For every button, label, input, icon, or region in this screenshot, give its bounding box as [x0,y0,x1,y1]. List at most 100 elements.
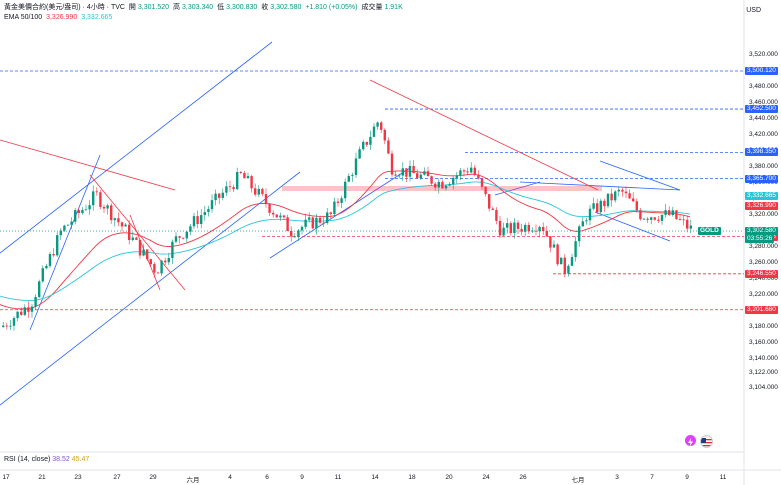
candle-body [372,126,376,137]
ema-label: EMA 50/100 [4,14,43,21]
candle-body [549,236,552,248]
volume-label: 成交量 [361,4,383,11]
candle-body [556,244,559,265]
candle-body [120,222,124,227]
trend-line [29,154,101,331]
candle-body [322,222,325,224]
candle-body [308,217,311,220]
candle-body [77,210,80,214]
trend-line [594,211,671,242]
candle-body [48,254,52,266]
candle-body [156,272,160,274]
candle-body [117,218,120,223]
candle-body [52,254,55,256]
candle-body [520,228,523,232]
candle-body [286,217,289,232]
price-tick: 3,280.000 [749,243,778,251]
price-tick: 3,240.000 [749,275,778,283]
candle-body [675,210,678,220]
candle-body [678,219,682,220]
candle-body [160,260,163,274]
candle-body [362,141,365,150]
rsi-value-1: 38.52 [52,456,70,463]
currency-label[interactable]: USD [746,7,761,14]
candle-body [459,170,462,176]
time-tick: 26 [519,474,527,481]
candle-body [509,223,512,234]
candle-body [570,257,574,266]
candle-body [333,201,336,214]
candle-body [682,219,685,221]
candle-body [70,221,73,225]
candle-body [221,192,224,198]
level-label: 3,452.500 [745,105,778,114]
time-tick: 9 [685,474,689,481]
trend-line [0,139,176,191]
candle-body [380,122,383,130]
time-tick: 11 [719,474,727,481]
candle-body [95,191,98,193]
candle-body [552,244,556,248]
price-tick: 3,260.000 [749,259,778,267]
candle-body [239,172,242,173]
candle-body [578,226,581,242]
rsi-value-2: 45.47 [71,456,90,463]
candle-body [344,181,347,199]
candle-body [27,307,30,312]
candle-body [401,168,404,176]
time-tick: 21 [38,474,46,481]
candle-body [538,227,541,232]
open-value: 3,301.520 [137,4,170,11]
trend-line [0,171,301,406]
candle-body [588,208,592,221]
us-flag-icon[interactable] [700,435,713,448]
candle-body [498,220,502,236]
candle-body [128,224,131,241]
candle-body [484,186,487,195]
candle-body [41,268,44,282]
candle-body [657,219,660,221]
candle-body [412,165,415,174]
candle-body [30,306,34,312]
candle-body [642,218,646,220]
time-tick: 20 [445,474,453,481]
time-tick: 7 [650,474,654,481]
candle-body [542,227,545,231]
candle-body [149,259,152,265]
candle-body [347,175,350,182]
time-tick: 6 [265,474,269,481]
price-tick: 3,180.000 [749,323,778,331]
price-tick: 3,220.000 [749,291,778,299]
rsi-label: RSI (14, close) [4,456,51,463]
candle-body [628,193,631,199]
candle-body [138,239,142,256]
candle-body [236,172,239,190]
lightning-icon[interactable] [685,435,696,447]
candle-body [153,264,156,273]
ema-legend[interactable]: EMA 50/100 3,326.990 3,332.665 [4,13,114,22]
candle-body [354,158,358,175]
candle-body [614,191,617,201]
rsi-legend[interactable]: RSI (14, close) 38.52 45.47 [4,456,89,463]
candle-body [167,257,170,263]
candle-body [124,224,127,227]
low-value: 3,300.830 [226,4,258,11]
time-tick: 18 [408,474,416,481]
candle-body [326,212,329,224]
candle-body [268,204,271,213]
candle-body [502,227,505,236]
time-tick: 29 [149,474,157,481]
trend-line [0,41,273,254]
candle-body [102,206,106,209]
level-label: 3,398.350 [745,148,778,157]
candle-body [63,225,66,231]
time-tick: 17 [2,474,10,481]
trend-line [369,79,599,191]
time-tick: 11 [334,474,342,481]
candle-body [290,231,293,237]
candle-body [639,210,642,220]
symbol-title[interactable]: 黃金美價合約(美元/盎司) · 4小時 · TVC [4,4,125,11]
candle-body [189,226,192,232]
candle-body [617,189,620,192]
